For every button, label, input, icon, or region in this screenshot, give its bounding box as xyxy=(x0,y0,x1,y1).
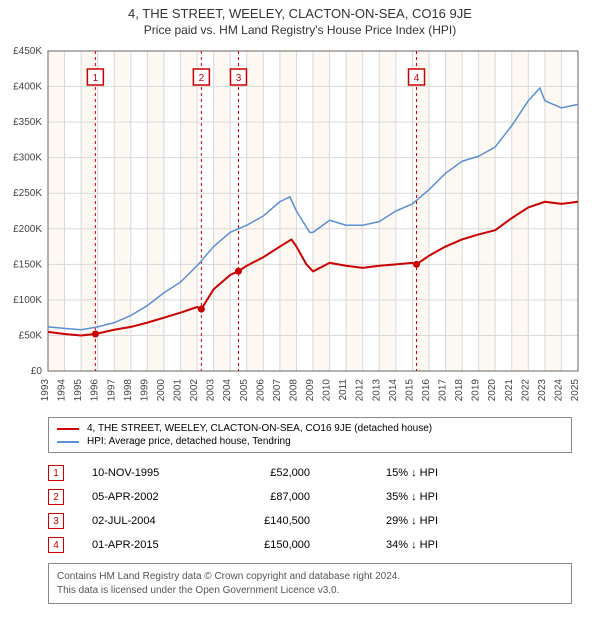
svg-text:£200K: £200K xyxy=(13,224,42,235)
price-chart: £0 £50K £100K £150K £200K £250K £300K £350K £400… xyxy=(0,41,600,411)
svg-text:2016: 2016 xyxy=(421,379,432,402)
legend-label: 4, THE STREET, WEELEY, CLACTON-ON-SEA, C… xyxy=(87,423,432,434)
svg-text:£250K: £250K xyxy=(13,188,42,199)
svg-text:£400K: £400K xyxy=(13,82,42,93)
legend-item: HPI: Average price, detached house, Tend… xyxy=(57,435,563,448)
legend-item: 4, THE STREET, WEELEY, CLACTON-ON-SEA, C… xyxy=(57,422,563,435)
svg-text:2001: 2001 xyxy=(173,379,184,402)
sale-vs-hpi: 35% ↓ HPI xyxy=(338,491,438,503)
svg-text:2004: 2004 xyxy=(222,379,233,402)
svg-text:2002: 2002 xyxy=(189,379,200,402)
sale-price: £150,000 xyxy=(230,539,310,551)
svg-text:2012: 2012 xyxy=(355,379,366,402)
legend-swatch xyxy=(57,441,79,443)
svg-text:£350K: £350K xyxy=(13,117,42,128)
svg-text:£450K: £450K xyxy=(13,46,42,57)
sale-vs-hpi: 29% ↓ HPI xyxy=(338,515,438,527)
sales-table: 1 10-NOV-1995 £52,000 15% ↓ HPI 2 05-APR-2002… xyxy=(48,461,572,557)
svg-text:2: 2 xyxy=(199,73,205,84)
svg-text:3: 3 xyxy=(236,73,242,84)
svg-text:4: 4 xyxy=(414,73,420,84)
svg-text:2017: 2017 xyxy=(438,379,449,402)
svg-text:1996: 1996 xyxy=(90,379,101,402)
svg-text:2014: 2014 xyxy=(388,379,399,402)
sale-date: 02-JUL-2004 xyxy=(92,515,202,527)
table-row: 4 01-APR-2015 £150,000 34% ↓ HPI xyxy=(48,533,572,557)
sale-date: 01-APR-2015 xyxy=(92,539,202,551)
svg-text:2011: 2011 xyxy=(338,379,349,401)
sale-vs-hpi: 34% ↓ HPI xyxy=(338,539,438,551)
title-subtitle: Price paid vs. HM Land Registry's House … xyxy=(0,23,600,37)
svg-text:2013: 2013 xyxy=(371,379,382,402)
svg-text:1994: 1994 xyxy=(57,379,68,402)
svg-text:2000: 2000 xyxy=(156,379,167,402)
sale-vs-hpi: 15% ↓ HPI xyxy=(338,467,438,479)
svg-text:2020: 2020 xyxy=(487,379,498,402)
page: 4, THE STREET, WEELEY, CLACTON-ON-SEA, C… xyxy=(0,0,600,604)
title-address: 4, THE STREET, WEELEY, CLACTON-ON-SEA, C… xyxy=(0,6,600,21)
svg-text:2024: 2024 xyxy=(553,379,564,402)
sale-index-box: 4 xyxy=(48,537,64,553)
sale-date: 05-APR-2002 xyxy=(92,491,202,503)
sale-price: £87,000 xyxy=(230,491,310,503)
legend: 4, THE STREET, WEELEY, CLACTON-ON-SEA, C… xyxy=(48,417,572,453)
sale-index-box: 2 xyxy=(48,489,64,505)
svg-text:£150K: £150K xyxy=(13,259,42,270)
attribution-line2: This data is licensed under the Open Gov… xyxy=(57,584,563,598)
svg-text:£100K: £100K xyxy=(13,295,42,306)
svg-text:2003: 2003 xyxy=(206,379,217,402)
svg-text:1993: 1993 xyxy=(40,379,51,402)
svg-text:2007: 2007 xyxy=(272,379,283,402)
svg-text:1998: 1998 xyxy=(123,379,134,402)
legend-label: HPI: Average price, detached house, Tend… xyxy=(87,436,291,447)
svg-text:1997: 1997 xyxy=(106,379,117,402)
sale-price: £140,500 xyxy=(230,515,310,527)
svg-text:1999: 1999 xyxy=(139,379,150,402)
table-row: 1 10-NOV-1995 £52,000 15% ↓ HPI xyxy=(48,461,572,485)
svg-text:£0: £0 xyxy=(31,366,43,377)
svg-text:2006: 2006 xyxy=(255,379,266,402)
attribution: Contains HM Land Registry data © Crown c… xyxy=(48,563,572,604)
svg-text:1: 1 xyxy=(93,73,99,84)
attribution-line1: Contains HM Land Registry data © Crown c… xyxy=(57,570,563,584)
svg-text:£300K: £300K xyxy=(13,153,42,164)
svg-text:2023: 2023 xyxy=(537,379,548,402)
sale-date: 10-NOV-1995 xyxy=(92,467,202,479)
title-block: 4, THE STREET, WEELEY, CLACTON-ON-SEA, C… xyxy=(0,0,600,41)
table-row: 3 02-JUL-2004 £140,500 29% ↓ HPI xyxy=(48,509,572,533)
svg-text:2010: 2010 xyxy=(322,379,333,402)
svg-text:1995: 1995 xyxy=(73,379,84,402)
svg-text:2025: 2025 xyxy=(570,379,581,402)
svg-text:£50K: £50K xyxy=(19,330,43,341)
svg-text:2018: 2018 xyxy=(454,379,465,402)
sale-index-box: 3 xyxy=(48,513,64,529)
svg-text:2022: 2022 xyxy=(520,379,531,402)
chart-svg: £0 £50K £100K £150K £200K £250K £300K £350K £400… xyxy=(0,41,600,411)
svg-text:2015: 2015 xyxy=(404,379,415,402)
svg-text:2009: 2009 xyxy=(305,379,316,402)
svg-text:2008: 2008 xyxy=(288,379,299,402)
sale-price: £52,000 xyxy=(230,467,310,479)
svg-text:2005: 2005 xyxy=(239,379,250,402)
svg-text:2019: 2019 xyxy=(471,379,482,402)
sale-index-box: 1 xyxy=(48,465,64,481)
table-row: 2 05-APR-2002 £87,000 35% ↓ HPI xyxy=(48,485,572,509)
svg-text:2021: 2021 xyxy=(504,379,515,402)
legend-swatch xyxy=(57,428,79,430)
